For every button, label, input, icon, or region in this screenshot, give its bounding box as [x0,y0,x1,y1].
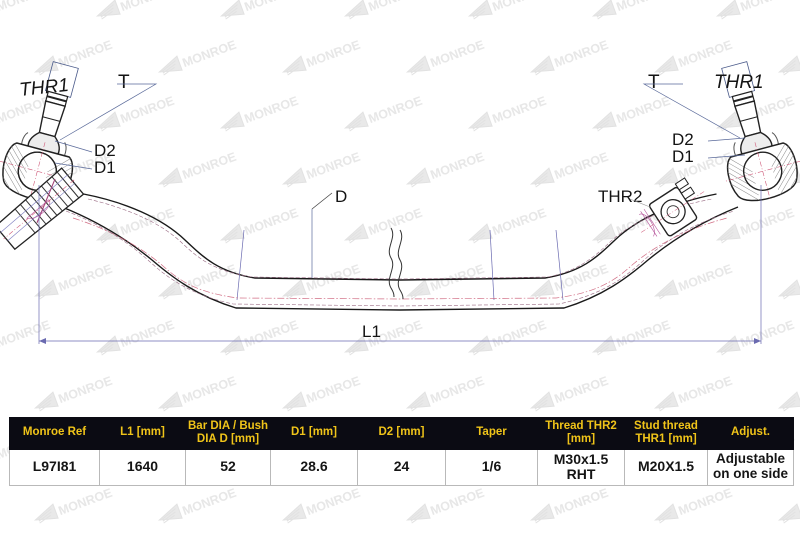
svg-text:D1: D1 [94,158,116,177]
svg-text:THR2: THR2 [598,187,642,206]
svg-text:D1: D1 [672,147,694,166]
svg-text:THR1: THR1 [714,72,764,93]
svg-text:D: D [335,187,347,206]
svg-text:T: T [118,72,130,93]
svg-text:L1: L1 [362,322,381,341]
